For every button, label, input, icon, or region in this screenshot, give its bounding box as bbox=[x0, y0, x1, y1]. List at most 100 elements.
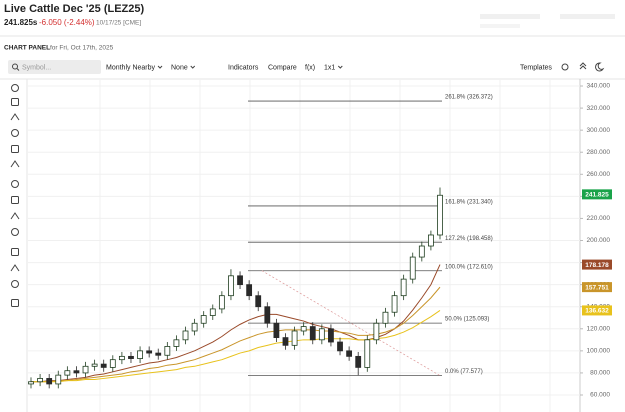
y-tick-label: 120.000 bbox=[587, 326, 611, 333]
candle-body bbox=[409, 256, 416, 280]
placeholder bbox=[480, 14, 540, 19]
ma-badge bbox=[582, 259, 612, 270]
candle-body bbox=[428, 234, 434, 247]
y-tick-label: 300.000 bbox=[587, 127, 611, 134]
candle-body bbox=[73, 370, 80, 374]
candle-body bbox=[282, 337, 289, 346]
toolbar-item[interactable]: f(x) bbox=[305, 64, 315, 71]
candle-body bbox=[100, 363, 107, 368]
panel-label: CHART PANEL bbox=[4, 45, 50, 52]
candle-body bbox=[418, 245, 425, 258]
candle-body bbox=[309, 326, 316, 341]
candle-body bbox=[291, 330, 298, 346]
collapse-icon[interactable] bbox=[579, 62, 587, 67]
tool-button[interactable] bbox=[10, 212, 20, 220]
moving-average bbox=[31, 310, 441, 383]
candle-body bbox=[155, 352, 162, 356]
toolbar-item[interactable]: 1x1 bbox=[324, 64, 335, 71]
dropdown-chevron bbox=[337, 65, 343, 69]
tool-button[interactable] bbox=[10, 113, 20, 121]
y-tick-label: 280.000 bbox=[587, 149, 611, 156]
candle-body bbox=[255, 295, 262, 308]
candle-body bbox=[364, 339, 371, 368]
candle-body bbox=[109, 359, 116, 368]
tool-icon bbox=[10, 160, 20, 168]
fib-label: 161.8% (231.340) bbox=[445, 199, 493, 205]
instrument-title: Live Cattle Dec '25 (LEZ25) bbox=[4, 3, 145, 15]
fib-label: 261.8% (326.372) bbox=[445, 95, 493, 101]
tool-button[interactable] bbox=[11, 228, 19, 236]
candle-body bbox=[28, 381, 34, 385]
search-icon bbox=[12, 63, 18, 70]
tool-button[interactable] bbox=[11, 129, 19, 137]
search-placeholder[interactable]: Symbol... bbox=[22, 64, 51, 71]
tool-icon bbox=[11, 228, 19, 236]
tool-button[interactable] bbox=[11, 196, 19, 204]
ma-badge-label: 157.751 bbox=[585, 284, 609, 291]
tool-icon bbox=[11, 299, 19, 307]
candle-body bbox=[246, 284, 253, 297]
toolbar-item[interactable]: Compare bbox=[268, 64, 297, 71]
candle-body bbox=[173, 339, 180, 347]
last-price: 241.825s bbox=[4, 18, 38, 27]
toolbar-item[interactable]: None bbox=[171, 64, 188, 71]
search-box[interactable] bbox=[8, 60, 101, 74]
tool-button[interactable] bbox=[11, 145, 19, 153]
collapse-icon[interactable] bbox=[579, 65, 587, 70]
candle-body bbox=[46, 378, 53, 385]
templates-button[interactable]: Templates bbox=[520, 64, 552, 71]
ma-badge bbox=[582, 305, 612, 316]
candle-body bbox=[318, 328, 325, 341]
drawing-tools bbox=[10, 84, 20, 307]
quote-date: 10/17/25 [CME] bbox=[96, 20, 141, 27]
tool-button[interactable] bbox=[11, 248, 19, 256]
fib-label: 0.0% (77.577) bbox=[445, 369, 483, 375]
toolbar-item[interactable]: Monthly Nearby bbox=[106, 64, 156, 71]
fib-label: 50.0% (125.093) bbox=[445, 317, 489, 323]
tool-button[interactable] bbox=[11, 180, 19, 188]
tool-button[interactable] bbox=[10, 160, 20, 168]
tool-button[interactable] bbox=[11, 280, 19, 288]
tool-button[interactable] bbox=[10, 264, 20, 272]
tool-button[interactable] bbox=[11, 98, 19, 106]
dropdown-chevron bbox=[190, 65, 196, 69]
candle-body bbox=[137, 350, 143, 359]
plot-area: 340.000320.000300.000280.000260.000240.0… bbox=[28, 80, 612, 412]
candle-body bbox=[182, 330, 189, 341]
tool-icon bbox=[10, 264, 20, 272]
candle-body bbox=[437, 194, 443, 236]
candle-body bbox=[237, 275, 243, 286]
candle-body bbox=[55, 374, 62, 385]
tool-button[interactable] bbox=[11, 84, 19, 92]
candle-body bbox=[128, 355, 134, 359]
tool-icon bbox=[10, 113, 20, 121]
tool-icon bbox=[11, 196, 19, 204]
placeholder bbox=[560, 14, 615, 19]
moving-average bbox=[31, 286, 441, 383]
panel-date: for Fri, Oct 17th, 2025 bbox=[50, 45, 114, 52]
tool-icon bbox=[11, 280, 19, 288]
candle-body bbox=[264, 306, 271, 324]
tool-icon bbox=[10, 212, 20, 220]
y-tick-label: 260.000 bbox=[587, 171, 611, 178]
settings-icon[interactable] bbox=[561, 63, 569, 71]
y-tick-label: 340.000 bbox=[587, 83, 611, 90]
candle-body bbox=[64, 370, 71, 376]
ma-badge bbox=[582, 282, 612, 293]
candle-body bbox=[400, 278, 407, 297]
toolbar-item[interactable]: Indicators bbox=[228, 64, 259, 71]
candle-body bbox=[209, 308, 216, 316]
y-tick-label: 100.000 bbox=[587, 348, 611, 355]
fib-label: 127.2% (198.458) bbox=[445, 236, 493, 242]
theme-icon[interactable] bbox=[595, 62, 605, 72]
candle-body bbox=[337, 341, 343, 352]
candle-body bbox=[91, 363, 98, 367]
tool-button[interactable] bbox=[11, 299, 19, 307]
candle-body bbox=[146, 350, 153, 354]
candle-body bbox=[82, 365, 89, 374]
placeholder bbox=[480, 24, 520, 28]
fib-label: 100.0% (172.610) bbox=[445, 264, 493, 270]
y-tick-label: 220.000 bbox=[587, 215, 611, 222]
